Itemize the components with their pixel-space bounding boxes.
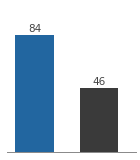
Bar xyxy=(80,88,118,152)
Text: 84: 84 xyxy=(28,24,41,34)
Text: 46: 46 xyxy=(92,77,106,87)
Bar xyxy=(15,35,54,152)
